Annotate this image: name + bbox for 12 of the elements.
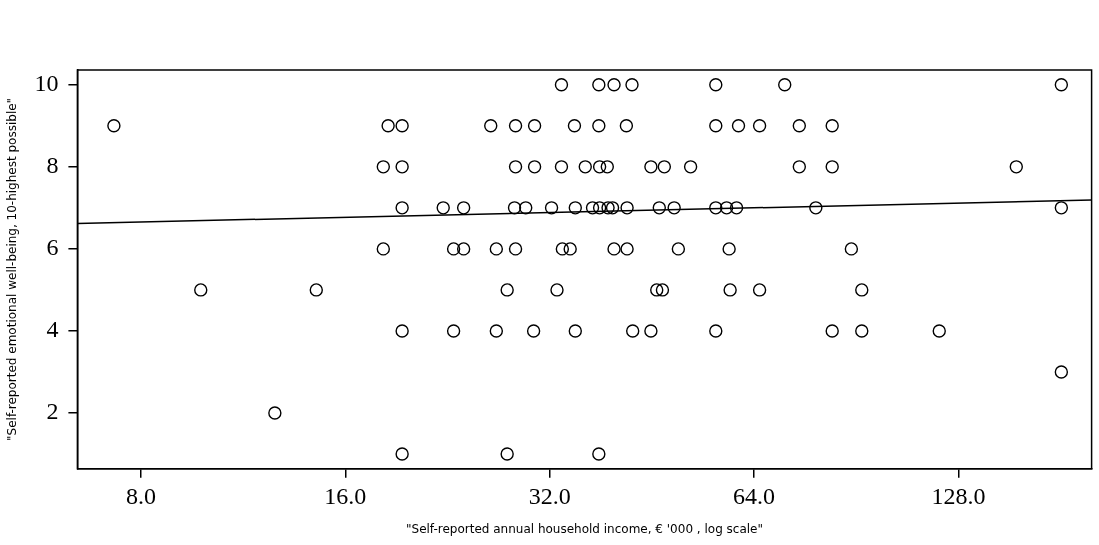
x-axis-title: "Self-reported annual household income, € '000 , log scale" bbox=[405, 521, 764, 536]
x-tick-label: 8.0 bbox=[125, 483, 156, 510]
y-axis-title: "Self-reported emotional well-being, 10-highest possible" bbox=[5, 97, 20, 441]
x-tick-label: 16.0 bbox=[324, 483, 367, 510]
x-tick-label: 32.0 bbox=[528, 483, 571, 510]
y-tick-label: 10 bbox=[34, 70, 59, 97]
y-tick-label: 6 bbox=[46, 234, 59, 261]
x-tick-label: 128.0 bbox=[931, 483, 986, 510]
y-tick-label: 4 bbox=[46, 316, 59, 343]
x-tick-label: 64.0 bbox=[733, 483, 776, 510]
y-tick-label: 8 bbox=[46, 152, 59, 179]
y-tick-label: 2 bbox=[46, 398, 59, 425]
